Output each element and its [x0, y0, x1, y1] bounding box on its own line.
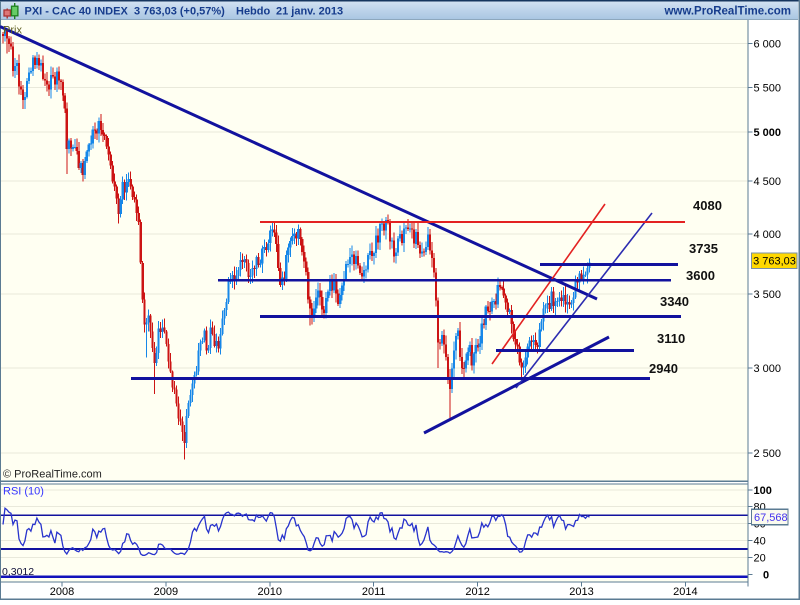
svg-text:4 000: 4 000	[754, 229, 782, 241]
svg-text:20: 20	[754, 552, 766, 564]
svg-text:4 500: 4 500	[754, 176, 782, 188]
svg-text:2012: 2012	[465, 586, 489, 598]
svg-text:2010: 2010	[258, 586, 282, 598]
svg-text:PXI - CAC 40 INDEX: PXI - CAC 40 INDEX	[25, 6, 129, 18]
svg-text:2009: 2009	[154, 586, 178, 598]
svg-text:5 000: 5 000	[754, 127, 782, 139]
svg-text:0: 0	[763, 569, 769, 581]
svg-text:www.ProRealTime.com: www.ProRealTime.com	[663, 6, 791, 18]
svg-text:© ProRealTime.com: © ProRealTime.com	[3, 469, 102, 481]
svg-text:3735: 3735	[689, 241, 718, 256]
svg-text:2011: 2011	[362, 586, 386, 598]
svg-text:2014: 2014	[673, 586, 697, 598]
svg-text:5 500: 5 500	[754, 83, 782, 95]
svg-text:3110: 3110	[657, 331, 685, 346]
svg-text:100: 100	[754, 485, 772, 497]
svg-text:3 000: 3 000	[754, 363, 782, 375]
svg-text:3340: 3340	[660, 294, 689, 309]
svg-text:6 000: 6 000	[754, 39, 782, 51]
svg-text:3 763,03: 3 763,03	[753, 256, 796, 268]
svg-text:Hebdo: Hebdo	[236, 6, 271, 18]
svg-text:3 763,03 (+0,57%): 3 763,03 (+0,57%)	[134, 6, 225, 18]
svg-text:2940: 2940	[649, 361, 678, 376]
svg-text:2 500: 2 500	[754, 448, 782, 460]
svg-text:Prix: Prix	[3, 25, 22, 37]
svg-text:RSI (10): RSI (10)	[3, 486, 44, 498]
svg-text:67,568: 67,568	[754, 512, 788, 524]
svg-text:3 500: 3 500	[754, 289, 782, 301]
svg-text:40: 40	[754, 536, 766, 548]
svg-text:2013: 2013	[569, 586, 593, 598]
svg-text:21 janv. 2013: 21 janv. 2013	[276, 6, 343, 18]
svg-text:0,3012: 0,3012	[2, 566, 34, 578]
svg-text:4080: 4080	[693, 198, 722, 213]
svg-text:2008: 2008	[50, 586, 74, 598]
svg-text:3600: 3600	[686, 268, 715, 283]
